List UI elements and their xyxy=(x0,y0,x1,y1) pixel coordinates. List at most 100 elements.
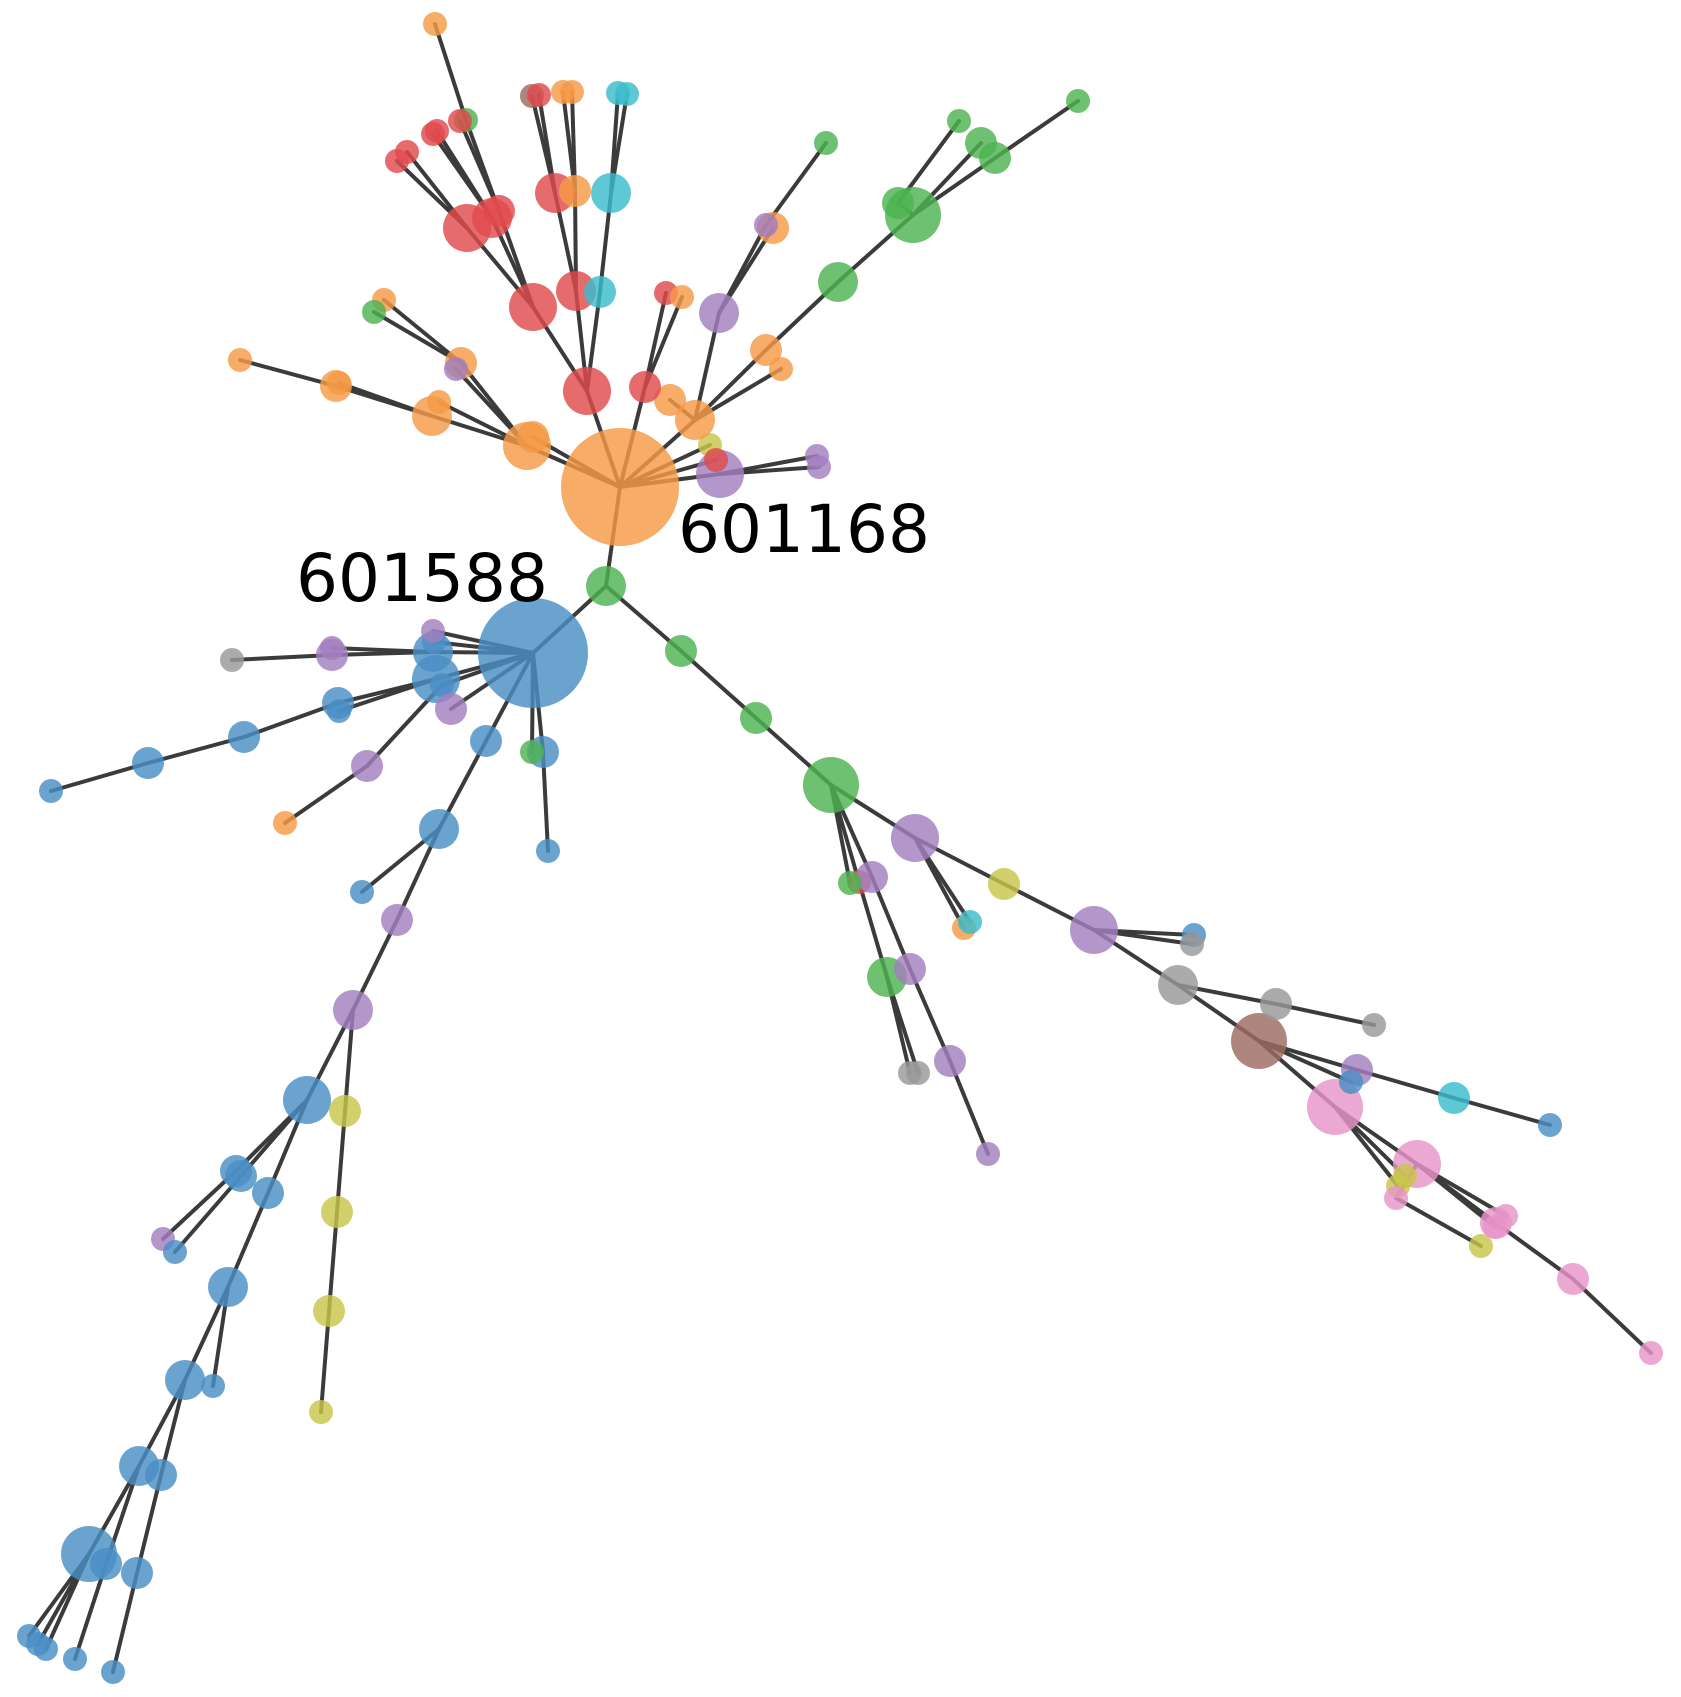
tree-node xyxy=(1639,1341,1663,1365)
tree-edge xyxy=(1355,1068,1456,1100)
tree-node xyxy=(165,1360,205,1400)
tree-node xyxy=(769,357,793,381)
tree-node xyxy=(1362,1013,1386,1037)
tree-edge xyxy=(242,701,340,739)
tree-node xyxy=(856,861,888,893)
tree-node xyxy=(979,142,1011,174)
tree-edge xyxy=(230,653,334,662)
tree-node xyxy=(228,348,252,372)
tree-node xyxy=(327,371,351,395)
tree-node xyxy=(309,1400,333,1424)
tree-edge xyxy=(870,875,912,971)
tree-edge xyxy=(993,99,1080,160)
tree-edge xyxy=(908,967,952,1063)
tree-edge xyxy=(335,1109,347,1214)
tree-edge xyxy=(111,1571,139,1674)
tree-edge xyxy=(679,649,758,720)
tree-node xyxy=(430,673,454,697)
tree-node xyxy=(882,187,914,219)
tree-node xyxy=(561,428,679,546)
tree-node xyxy=(435,693,467,725)
tree-node xyxy=(615,82,639,106)
tree-node xyxy=(704,448,728,472)
tree-edge xyxy=(146,735,246,765)
tree-node xyxy=(586,566,626,606)
tree-edge xyxy=(643,295,684,389)
tree-edge xyxy=(161,1169,238,1241)
tree-node xyxy=(283,1076,331,1124)
tree-node xyxy=(1384,1186,1408,1210)
tree-node xyxy=(329,1095,361,1127)
tree-node xyxy=(362,300,386,324)
tree-node xyxy=(63,1647,87,1671)
tree-edge xyxy=(1452,1096,1552,1127)
tree-node xyxy=(228,721,260,753)
tree-edge xyxy=(643,291,668,389)
tree-node xyxy=(665,635,697,667)
tree-node xyxy=(333,990,373,1030)
tree-edge xyxy=(73,1562,108,1661)
tree-node xyxy=(1231,1013,1287,1069)
tree-node xyxy=(1438,1082,1470,1114)
tree-node xyxy=(425,119,449,143)
tree-edge xyxy=(319,1309,331,1414)
tree-node xyxy=(421,619,445,643)
tree-node xyxy=(351,750,383,782)
tree-node xyxy=(1538,1113,1562,1137)
tree-node xyxy=(814,131,838,155)
tree-node xyxy=(483,195,515,227)
tree-edge xyxy=(327,1210,339,1313)
tree-node xyxy=(517,421,549,453)
tree-node xyxy=(252,1177,284,1209)
tree-node xyxy=(1557,1263,1589,1295)
tree-node xyxy=(629,371,661,403)
tree-node xyxy=(381,904,413,936)
tree-node xyxy=(560,80,584,104)
tree-node xyxy=(818,262,858,302)
tree-node xyxy=(520,740,544,764)
tree-node xyxy=(699,293,739,333)
tree-node xyxy=(654,384,686,416)
tree-node xyxy=(1158,965,1198,1005)
tree-node xyxy=(750,334,782,366)
tree-node xyxy=(894,953,926,985)
tree-node xyxy=(559,175,591,207)
tree-node xyxy=(803,757,859,813)
tree-node xyxy=(101,1660,125,1684)
tree-node xyxy=(121,1557,153,1589)
tree-node xyxy=(556,271,596,311)
tree-node xyxy=(838,871,862,895)
tree-node xyxy=(427,390,451,414)
tree-edge xyxy=(541,750,550,853)
tree-node xyxy=(90,1548,122,1580)
label-601168: 601168 xyxy=(678,491,930,568)
tree-node xyxy=(145,1459,177,1491)
tree-node xyxy=(350,880,374,904)
tree-edge xyxy=(283,764,369,825)
tree-node xyxy=(958,910,982,934)
tree-node xyxy=(891,814,939,862)
tree-node xyxy=(1339,1070,1363,1094)
tree-node xyxy=(988,868,1020,900)
tree-node xyxy=(220,648,244,672)
tree-node xyxy=(320,636,344,660)
tree-edge xyxy=(948,1059,990,1156)
tree-node xyxy=(225,1160,257,1192)
tree-edge xyxy=(433,22,468,122)
tree-node xyxy=(444,357,468,381)
tree-edge xyxy=(135,1473,163,1575)
tree-node xyxy=(584,276,616,308)
tree-edge xyxy=(382,298,463,365)
tree-edge xyxy=(238,358,338,388)
tree-node xyxy=(39,779,63,803)
tree-node xyxy=(34,1637,58,1661)
tree-node xyxy=(478,598,588,708)
tree-node xyxy=(1260,988,1292,1020)
tree-node xyxy=(1066,89,1090,113)
tree-node xyxy=(327,699,351,723)
tree-node xyxy=(313,1295,345,1327)
tree-node xyxy=(273,811,297,835)
tree-node xyxy=(423,12,447,36)
tree-node xyxy=(470,725,502,757)
